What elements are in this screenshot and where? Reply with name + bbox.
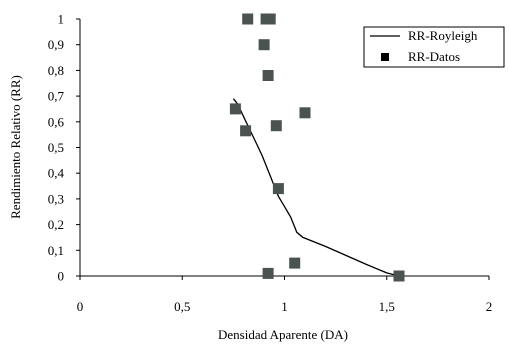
data-point — [289, 257, 301, 269]
legend: RR-Royleigh RR-Datos — [363, 26, 505, 68]
data-point — [262, 267, 274, 279]
legend-label-datos: RR-Datos — [408, 49, 460, 64]
data-point — [272, 183, 284, 195]
royleigh-curve — [232, 98, 400, 277]
y-tick-label: 0,1 — [48, 243, 64, 258]
data-point — [242, 13, 254, 25]
y-tick-label: 1 — [58, 12, 65, 27]
y-tick-label: 0,3 — [48, 191, 64, 206]
data-point — [229, 103, 241, 115]
x-axis-title: Densidad Aparente (DA) — [218, 327, 348, 342]
data-point — [240, 125, 252, 137]
y-tick-label: 0 — [58, 269, 65, 284]
y-tick-label: 0,2 — [48, 217, 64, 232]
data-point — [299, 107, 311, 119]
y-axis-title: Rendimiento Relativo (RR) — [8, 75, 23, 219]
x-tick-label: 1,5 — [379, 299, 395, 314]
y-tick-label: 0,5 — [48, 140, 64, 155]
legend-marker-swatch — [381, 53, 389, 61]
data-point — [258, 39, 270, 51]
data-point — [393, 270, 405, 282]
legend-label-royleigh: RR-Royleigh — [408, 28, 478, 43]
y-tick-label: 0,9 — [48, 37, 64, 52]
x-tick-label: 0,5 — [174, 299, 190, 314]
y-tick-label: 0,7 — [48, 89, 65, 104]
x-tick-label: 1 — [281, 299, 288, 314]
y-tick-label: 0,4 — [48, 166, 65, 181]
series-layer — [229, 13, 405, 282]
y-tick-label: 0,8 — [48, 63, 64, 78]
data-point — [270, 120, 282, 132]
x-tick-label: 0 — [77, 299, 84, 314]
y-axis: 0 0,1 0,2 0,3 0,4 0,5 0,6 0,7 0,8 0,9 1 — [48, 12, 81, 284]
x-axis: 0 0,5 1 1,5 2 — [77, 275, 493, 314]
data-point — [264, 13, 276, 25]
data-point — [262, 70, 274, 81]
y-tick-label: 0,6 — [48, 114, 65, 129]
x-tick-label: 2 — [486, 299, 493, 314]
